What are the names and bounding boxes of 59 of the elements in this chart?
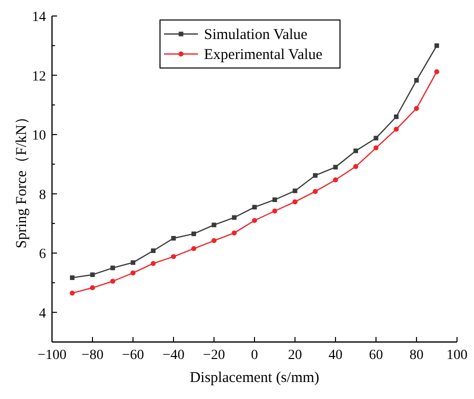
point — [90, 285, 95, 290]
x-tick-label: −100 — [38, 348, 66, 363]
point — [333, 177, 338, 182]
point — [212, 238, 216, 244]
x-tick-label: −40 — [162, 348, 184, 363]
point — [212, 222, 216, 228]
y-tick-label: 8 — [39, 188, 46, 203]
point — [312, 188, 318, 194]
point — [394, 126, 399, 132]
point — [414, 106, 419, 111]
point — [191, 232, 196, 236]
x-tick-label: 0 — [251, 348, 258, 363]
point — [353, 164, 358, 170]
point — [374, 136, 378, 140]
x-tick-label: 20 — [288, 348, 302, 363]
point — [232, 215, 237, 220]
point — [414, 78, 419, 83]
point — [272, 197, 278, 202]
legend-label: Simulation Value — [204, 27, 308, 43]
point — [434, 43, 440, 48]
point — [434, 69, 440, 74]
point — [70, 290, 75, 296]
point — [130, 260, 136, 265]
y-axis-title: Spring Force（F/kN） — [14, 110, 30, 248]
point — [252, 204, 257, 210]
x-tick-label: 40 — [328, 348, 342, 363]
x-axis-title: Displacement (s/mm) — [190, 370, 320, 386]
x-tick-label: −60 — [122, 348, 144, 363]
point — [292, 199, 298, 204]
x-tick-label: −20 — [203, 348, 225, 363]
point — [232, 230, 237, 236]
point — [130, 270, 136, 276]
y-tick-label: 14 — [32, 10, 46, 25]
point — [191, 246, 196, 252]
point — [110, 266, 116, 270]
x-tick-label: −80 — [82, 348, 104, 363]
point — [150, 260, 156, 266]
point — [353, 148, 358, 154]
point — [394, 114, 399, 120]
x-tick-label: 80 — [410, 348, 424, 363]
x-tick-label: 60 — [369, 348, 383, 363]
point — [110, 278, 116, 284]
point — [90, 272, 95, 278]
point — [70, 275, 75, 280]
y-tick-label: 6 — [39, 247, 46, 262]
point — [272, 208, 278, 214]
y-tick-label: 10 — [32, 128, 46, 144]
point — [171, 236, 176, 241]
legend-label: Experimental Value — [204, 47, 323, 63]
point — [292, 188, 298, 194]
point — [333, 164, 338, 170]
y-tick-label: 12 — [32, 69, 46, 84]
point — [312, 173, 318, 178]
x-tick-label: 100 — [446, 348, 468, 363]
point — [374, 145, 378, 150]
point — [171, 254, 176, 260]
y-tick-label: 4 — [39, 306, 46, 322]
point — [252, 218, 257, 223]
point — [150, 248, 156, 254]
